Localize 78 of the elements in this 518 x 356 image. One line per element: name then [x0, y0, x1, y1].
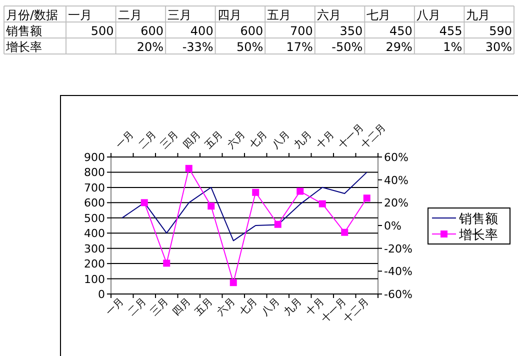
x-tick-label: 七月 — [237, 296, 260, 318]
y-tick-label: 500 — [84, 212, 105, 225]
point — [230, 279, 237, 286]
x-tick-label: 一月 — [104, 296, 126, 318]
data-label: 600 — [140, 24, 164, 38]
y2-tick-label: 60% — [384, 151, 408, 164]
data-label: 400 — [190, 24, 214, 38]
text: 销售额 — [5, 24, 42, 38]
point — [296, 188, 304, 195]
x-tick-label: 九月 — [282, 296, 304, 318]
line-series — [122, 172, 368, 242]
legend-label: 增长率 — [458, 227, 498, 243]
y2-tick-label: -20% — [384, 242, 412, 256]
y-tick-label: 200 — [84, 258, 105, 271]
x-tick-label: 八月 — [260, 296, 282, 318]
y2-tick-label: 20% — [384, 196, 408, 210]
category-label: 八月 — [270, 129, 292, 152]
category-label: 三月 — [158, 129, 181, 152]
text: 月份/数据 — [6, 8, 58, 22]
category-label: 二月 — [118, 8, 142, 22]
category-label: 五月 — [203, 129, 226, 152]
point — [341, 228, 348, 236]
y2-tick-label: 40% — [384, 174, 408, 187]
category-label: 二月 — [136, 129, 159, 152]
point — [318, 200, 326, 208]
y-tick-label: 800 — [84, 166, 105, 180]
y-tick-label: 300 — [84, 242, 105, 256]
point — [252, 188, 260, 196]
data-label: 30% — [485, 40, 512, 54]
y2-tick-label: -60% — [384, 288, 412, 301]
data-label: 700 — [290, 24, 313, 38]
text: 增长率 — [5, 40, 42, 54]
point — [208, 202, 215, 210]
category-label: 一月 — [68, 8, 92, 22]
data-label: 1% — [443, 40, 462, 54]
x-tick-label: 五月 — [193, 296, 216, 318]
category-label: 九月 — [292, 129, 314, 152]
category-label: 七月 — [248, 129, 270, 152]
category-label: 七月 — [366, 8, 391, 22]
x-tick-label: 六月 — [214, 296, 238, 318]
data-label: 20% — [136, 40, 164, 54]
category-label: 六月 — [226, 129, 248, 152]
data-label: 455 — [439, 24, 462, 38]
category-label: 四月 — [181, 129, 204, 152]
data-label: 350 — [340, 24, 363, 38]
y-tick-label: 700 — [84, 181, 105, 194]
y-tick-label: 900 — [84, 151, 105, 164]
point — [363, 194, 370, 202]
category-label: 十月 — [314, 129, 337, 152]
data-label: 590 — [489, 24, 512, 38]
y-tick-label: 0 — [98, 288, 105, 301]
data-label: 17% — [286, 40, 313, 54]
category-label: 八月 — [416, 8, 440, 22]
data-label: 50% — [236, 40, 264, 54]
category-label: 一月 — [114, 129, 136, 152]
category-label: 六月 — [316, 8, 341, 22]
x-tick-label: 四月 — [171, 296, 193, 318]
data-label: -50% — [332, 40, 363, 54]
category-label: 九月 — [466, 8, 490, 22]
y-tick-label: 400 — [84, 227, 105, 240]
category-label: 五月 — [267, 8, 292, 22]
category-label: 四月 — [217, 8, 242, 22]
category-label: 三月 — [168, 8, 192, 22]
y-tick-label: 100 — [84, 272, 105, 286]
y2-tick-label: 0% — [384, 220, 402, 232]
x-tick-label: 二月 — [126, 296, 148, 318]
y-tick-label: 600 — [84, 196, 105, 210]
data-label: 450 — [390, 24, 412, 38]
data-label: 600 — [240, 24, 264, 38]
point — [274, 220, 282, 228]
point — [140, 199, 148, 206]
point — [163, 260, 170, 267]
y2-tick-label: -40% — [384, 265, 412, 278]
legend-label: 销售额 — [458, 212, 498, 227]
point — [185, 164, 192, 172]
data-label: 29% — [386, 40, 412, 54]
x-tick-label: 三月 — [148, 296, 171, 318]
data-label: -33% — [182, 40, 214, 54]
